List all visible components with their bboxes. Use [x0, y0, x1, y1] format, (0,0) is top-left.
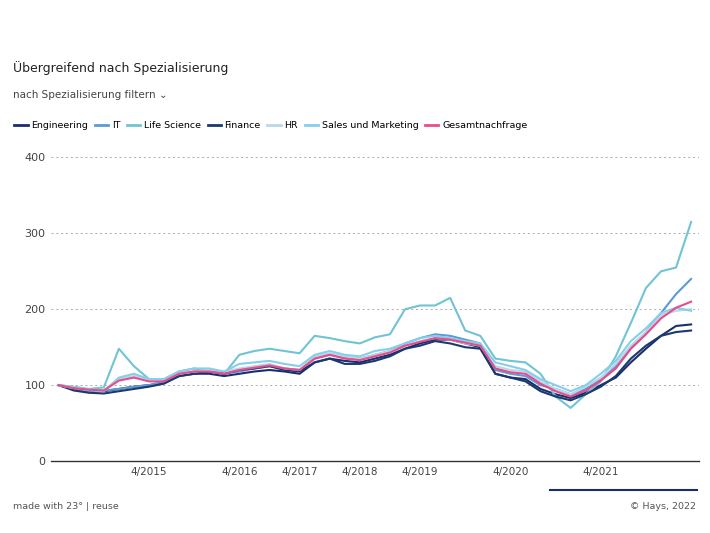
Text: © Hays, 2022: © Hays, 2022	[630, 502, 696, 511]
Text: HAYS-FACHKRÄFTE-INDEX DEUTSCHLAND: HAYS-FACHKRÄFTE-INDEX DEUTSCHLAND	[13, 22, 354, 37]
Text: made with 23° | reuse: made with 23° | reuse	[13, 502, 119, 511]
Text: Übergreifend nach Spezialisierung: Übergreifend nach Spezialisierung	[13, 61, 228, 75]
Text: nach Spezialisierung filtern ⌄: nach Spezialisierung filtern ⌄	[13, 90, 168, 100]
Legend: Engineering, IT, Life Science, Finance, HR, Sales und Marketing, Gesamtnachfrage: Engineering, IT, Life Science, Finance, …	[11, 117, 531, 134]
